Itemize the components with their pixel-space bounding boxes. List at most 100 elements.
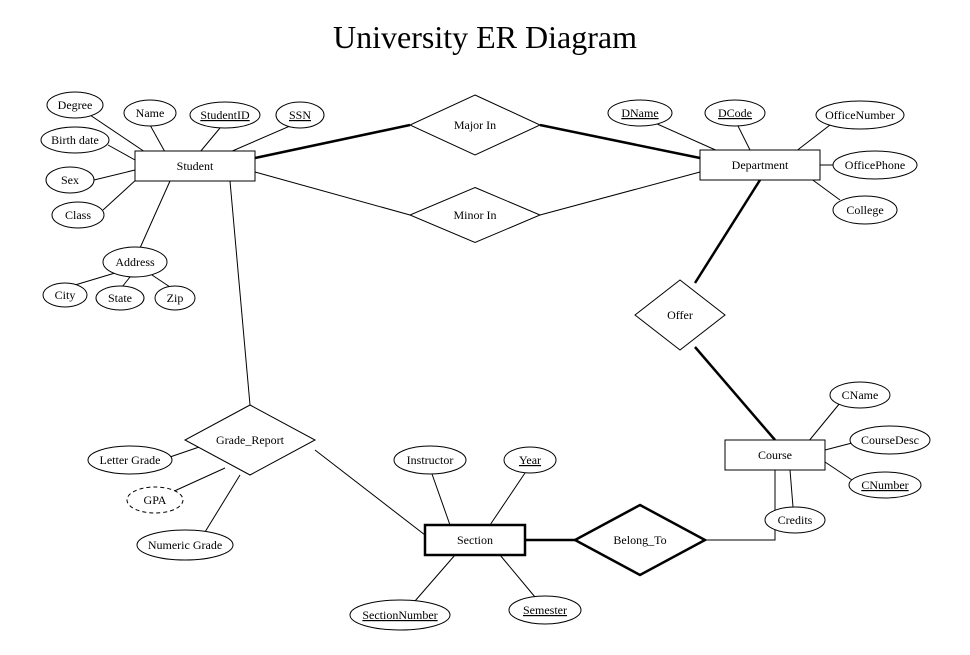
attr-class: Class xyxy=(52,202,104,228)
er-diagram: University ER Diagram Degree Name StudentID… xyxy=(0,0,970,655)
attr-label: CNumber xyxy=(861,478,908,492)
attr-city: City xyxy=(43,283,87,307)
attr-label: DName xyxy=(621,106,658,120)
attr-semester: Semester xyxy=(509,596,581,624)
entity-section: Section xyxy=(425,525,525,555)
attr-label: Address xyxy=(115,255,155,269)
attr-label: College xyxy=(846,203,883,217)
diagram-title: University ER Diagram xyxy=(333,19,637,55)
attr-dname: DName xyxy=(608,100,672,126)
entity-label: Student xyxy=(177,159,214,173)
attr-label: DCode xyxy=(718,106,752,120)
rel-label: Grade_Report xyxy=(216,433,285,447)
edge-student-class xyxy=(103,178,138,210)
attr-label: OfficeNumber xyxy=(825,108,895,122)
attr-label: Degree xyxy=(58,98,93,112)
edge-student-address xyxy=(140,181,170,248)
attr-label: Letter Grade xyxy=(100,453,161,467)
edge-student-sex xyxy=(94,170,135,180)
attr-dcode: DCode xyxy=(705,100,765,126)
attr-label: Name xyxy=(136,106,165,120)
attr-birthdate: Birth date xyxy=(41,127,109,153)
edge-section-semester xyxy=(500,555,535,597)
attr-label: CName xyxy=(842,388,879,402)
rel-belongto: Belong_To xyxy=(575,505,705,575)
attr-college: College xyxy=(833,196,897,224)
attr-cnumber: CNumber xyxy=(849,472,921,498)
entity-label: Section xyxy=(457,533,493,547)
attr-label: Numeric Grade xyxy=(148,538,222,552)
attr-zip: Zip xyxy=(155,286,195,310)
attr-officenumber: OfficeNumber xyxy=(816,101,904,129)
edge-address-zip xyxy=(152,275,170,287)
attr-label: SSN xyxy=(289,108,311,122)
attr-address: Address xyxy=(103,247,167,277)
edge-course-belongto xyxy=(705,470,775,540)
edge-department-officenumber xyxy=(795,125,830,152)
edge-majorin-department xyxy=(540,125,700,158)
edge-address-city xyxy=(75,273,115,285)
edge-course-coursedesc xyxy=(825,443,852,450)
relationships: Major In Minor In Offer Grade_Report Belong_… xyxy=(185,95,725,575)
edge-section-sectionnumber xyxy=(415,555,455,601)
rel-label: Offer xyxy=(667,308,693,322)
attr-lettergrade: Letter Grade xyxy=(88,446,172,474)
attr-coursedesc: CourseDesc xyxy=(850,426,930,454)
edge-address-state xyxy=(122,277,130,287)
rel-label: Belong_To xyxy=(613,533,666,547)
attr-label: Birth date xyxy=(51,133,99,147)
attr-credits: Credits xyxy=(765,507,825,533)
attr-state: State xyxy=(96,286,144,310)
attr-label: Year xyxy=(519,453,541,467)
edge-department-dname xyxy=(655,123,720,152)
attr-gpa: GPA xyxy=(127,487,183,513)
rel-label: Major In xyxy=(454,118,496,132)
attr-name: Name xyxy=(124,100,176,126)
edge-section-year xyxy=(490,473,525,525)
entity-label: Department xyxy=(732,158,789,172)
attr-ssn: SSN xyxy=(276,102,324,128)
entity-student: Student xyxy=(135,151,255,181)
attr-label: StudentID xyxy=(200,108,250,122)
entity-course: Course xyxy=(725,440,825,470)
edge-student-gradereport xyxy=(230,181,250,405)
attr-label: Class xyxy=(65,208,91,222)
edge-gradereport-numericgrade xyxy=(205,475,240,532)
attr-label: Instructor xyxy=(407,453,454,467)
attr-degree: Degree xyxy=(47,92,103,118)
rel-label: Minor In xyxy=(454,208,497,222)
edge-offer-course xyxy=(695,347,775,440)
attr-instructor: Instructor xyxy=(394,446,466,474)
attr-label: OfficePhone xyxy=(845,158,905,172)
edge-student-studentid xyxy=(200,128,220,152)
edge-student-majorin xyxy=(255,125,410,158)
attr-year: Year xyxy=(504,447,556,473)
edge-course-credits xyxy=(790,470,793,507)
edge-student-birthdate xyxy=(108,145,135,160)
edge-department-college xyxy=(810,178,840,200)
rel-minorin: Minor In xyxy=(410,188,540,243)
edge-gradereport-gpa xyxy=(170,468,225,493)
attr-label: Credits xyxy=(778,513,813,527)
edge-minorin-department xyxy=(540,172,700,215)
edge-student-ssn xyxy=(230,126,290,152)
attr-label: SectionNumber xyxy=(362,608,437,622)
attr-label: GPA xyxy=(144,493,167,507)
edge-department-offer xyxy=(695,180,760,283)
attr-cname: CName xyxy=(830,382,890,408)
entity-department: Department xyxy=(700,150,820,180)
attr-label: CourseDesc xyxy=(861,433,919,447)
attr-sectionnumber: SectionNumber xyxy=(350,600,450,630)
attr-label: Sex xyxy=(61,173,79,187)
edge-course-cname xyxy=(808,403,840,442)
attr-label: State xyxy=(108,291,132,305)
attr-officephone: OfficePhone xyxy=(833,151,917,179)
rel-gradereport: Grade_Report xyxy=(185,405,315,475)
rel-majorin: Major In xyxy=(410,95,540,155)
edge-department-dcode xyxy=(738,126,750,150)
attr-numericgrade: Numeric Grade xyxy=(137,530,233,560)
entity-label: Course xyxy=(758,448,792,462)
edge-student-minorin xyxy=(255,172,410,215)
attr-label: Semester xyxy=(523,603,567,617)
attr-label: City xyxy=(55,288,76,302)
